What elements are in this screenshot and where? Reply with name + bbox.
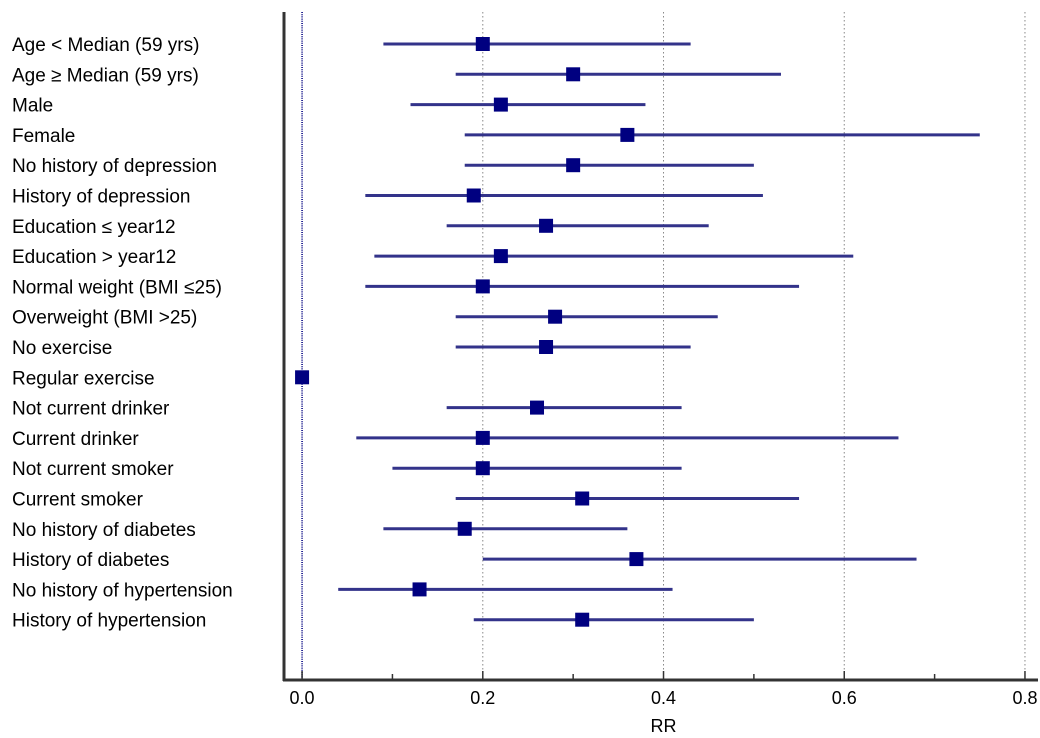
row-label: Not current smoker <box>12 459 174 480</box>
estimate-marker <box>457 521 472 536</box>
row-10: No exercise <box>12 338 691 359</box>
row-label: Current smoker <box>12 490 144 511</box>
row-label: History of diabetes <box>12 550 169 571</box>
estimate-marker <box>620 127 635 142</box>
row-19: History of hypertension <box>12 611 754 632</box>
row-label: Current drinker <box>12 429 139 450</box>
estimate-marker <box>566 158 581 173</box>
row-label: No exercise <box>12 338 112 359</box>
tick-label: 0.0 <box>290 688 315 708</box>
estimate-marker <box>539 218 554 233</box>
tick-label: 0.8 <box>1012 688 1037 708</box>
estimate-marker <box>412 582 427 597</box>
x-ticks: 0.0 0.2 0.4 0.6 0.8 <box>290 671 1037 708</box>
row-label: Age ≥ Median (59 yrs) <box>12 65 199 86</box>
estimate-marker <box>475 37 490 51</box>
estimate-marker <box>475 430 490 445</box>
estimate-marker <box>575 612 590 627</box>
rows: Age < Median (59 yrs) Age ≥ Median (59 yr… <box>12 35 980 632</box>
row-label: No history of depression <box>12 156 217 177</box>
row-16: No history of diabetes <box>12 520 628 541</box>
estimate-marker <box>575 491 590 506</box>
grid-lines <box>482 12 1026 680</box>
row-7: Education > year12 <box>12 247 854 268</box>
row-label: Male <box>12 96 53 117</box>
row-15: Current smoker <box>12 490 800 511</box>
row-5: History of depression <box>12 187 763 208</box>
estimate-marker <box>475 461 490 476</box>
estimate-marker <box>539 340 554 354</box>
row-6: Education ≤ year12 <box>12 217 709 238</box>
estimate-marker <box>493 249 508 264</box>
row-label: Education ≤ year12 <box>12 217 176 238</box>
row-label: Regular exercise <box>12 368 155 389</box>
row-label: No history of hypertension <box>12 580 233 601</box>
row-14: Not current smoker <box>12 459 682 480</box>
row-label: Overweight (BMI >25) <box>12 308 197 329</box>
row-label: Age < Median (59 yrs) <box>12 35 199 56</box>
estimate-marker <box>295 370 310 385</box>
estimate-marker <box>629 552 644 567</box>
row-0: Age < Median (59 yrs) <box>12 35 691 56</box>
axes <box>282 12 1038 682</box>
row-8: Normal weight (BMI ≤25) <box>12 277 800 298</box>
tick-label: 0.2 <box>470 688 495 708</box>
row-1: Age ≥ Median (59 yrs) <box>12 65 781 86</box>
estimate-marker <box>466 188 481 203</box>
row-label: Education > year12 <box>12 247 176 268</box>
estimate-marker <box>530 400 545 415</box>
estimate-marker <box>493 97 508 112</box>
row-2: Male <box>12 96 646 117</box>
row-18: No history of hypertension <box>12 580 673 601</box>
row-label: Female <box>12 126 75 147</box>
row-17: History of diabetes <box>12 550 917 571</box>
estimate-marker <box>566 67 581 82</box>
row-11: Regular exercise <box>12 368 310 389</box>
row-12: Not current drinker <box>12 399 682 420</box>
row-3: Female <box>12 126 980 147</box>
row-label: Not current drinker <box>12 399 170 420</box>
row-4: No history of depression <box>12 156 754 177</box>
row-9: Overweight (BMI >25) <box>12 308 718 329</box>
tick-label: 0.6 <box>832 688 857 708</box>
estimate-marker <box>548 309 563 324</box>
row-label: No history of diabetes <box>12 520 196 541</box>
estimate-marker <box>475 279 490 294</box>
row-label: Normal weight (BMI ≤25) <box>12 277 222 298</box>
tick-label: 0.4 <box>651 688 676 708</box>
row-label: History of hypertension <box>12 611 206 632</box>
row-label: History of depression <box>12 187 190 208</box>
row-13: Current drinker <box>12 429 899 450</box>
x-axis-label: RR <box>651 716 677 736</box>
